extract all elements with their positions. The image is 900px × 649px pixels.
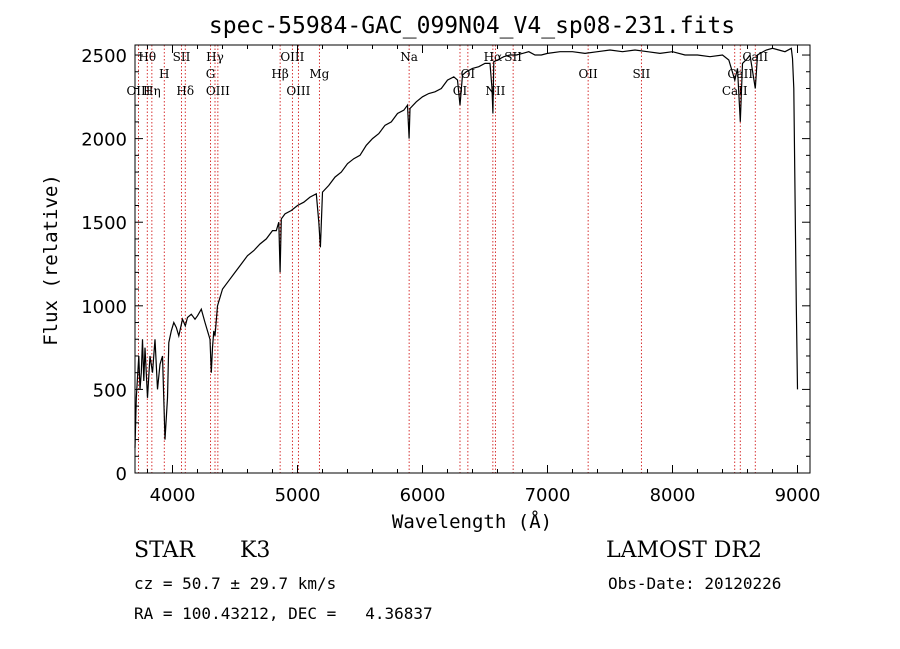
spectral-line-label: OIII xyxy=(280,50,304,64)
spectral-line-label: Hη xyxy=(143,84,161,98)
spectral-line-label: Mg xyxy=(309,67,329,81)
spectral-line-label: OIII xyxy=(126,84,150,98)
spectrum-layer xyxy=(134,47,799,448)
y-tick-label: 1000 xyxy=(81,297,127,318)
spectral-line-label: H xyxy=(159,67,169,81)
spectral-line-label: OIII xyxy=(286,84,310,98)
spectral-line-label: OI xyxy=(461,67,476,81)
redshift-info: cz = 50.7 ± 29.7 km/s xyxy=(134,574,337,593)
x-tick-label: 9000 xyxy=(775,485,821,506)
object-class: STAR xyxy=(134,538,195,563)
spectral-line-label: SII xyxy=(504,50,522,64)
obs-date: Obs-Date: 20120226 xyxy=(608,574,782,593)
y-tick-label: 0 xyxy=(116,464,127,485)
spectral-line-label: Hθ xyxy=(138,50,156,64)
y-tick-label: 500 xyxy=(93,380,127,401)
spectral-line-label: Hα xyxy=(484,50,503,64)
spectrum-line xyxy=(134,47,799,448)
x-tick-label: 8000 xyxy=(650,485,696,506)
y-tick-label: 2000 xyxy=(81,130,127,151)
spectral-line-label: Hδ xyxy=(176,84,194,98)
plot-frame xyxy=(134,44,811,474)
spectral-line-label: Hγ xyxy=(206,50,224,64)
spectral-line-label: NII xyxy=(485,84,505,98)
survey-name: LAMOST DR2 xyxy=(606,538,762,563)
spectral-line-label: OII xyxy=(578,67,598,81)
coordinates: RA = 100.43212, DEC = 4.36837 xyxy=(134,604,433,623)
spectral-line-label: G xyxy=(206,67,216,81)
axes-layer: 4000 5000 6000 7000 8000 9000 0 500 1000 1500 2000… xyxy=(81,44,821,506)
object-subclass: K3 xyxy=(240,538,271,563)
spectral-line-label: CaII xyxy=(742,50,768,64)
x-tick-label: 5000 xyxy=(275,485,321,506)
y-tick-label: 1500 xyxy=(81,213,127,234)
spectral-line-label: OI xyxy=(453,84,468,98)
spectral-line-label: OIII xyxy=(206,84,230,98)
spectral-lines-layer: HθHOIIIHηSIIHδHγGOIIIOIIIHβOIIIMgNaOIOIH… xyxy=(126,45,768,473)
spectral-line-label: SII xyxy=(633,67,651,81)
spectral-line-label: CaII xyxy=(722,84,748,98)
x-tick-label: 6000 xyxy=(400,485,446,506)
chart-title: spec-55984-GAC_099N04_V4_sp08-231.fits xyxy=(209,13,735,39)
y-axis-label: Flux (relative) xyxy=(40,174,62,346)
x-axis-label: Wavelength (Å) xyxy=(392,510,552,533)
spectral-line-label: Na xyxy=(400,50,418,64)
spectral-line-label: SII xyxy=(173,50,191,64)
spectral-line-label: Hβ xyxy=(271,67,288,81)
x-tick-label: 7000 xyxy=(525,485,571,506)
x-tick-label: 4000 xyxy=(150,485,196,506)
y-tick-label: 2500 xyxy=(81,46,127,67)
